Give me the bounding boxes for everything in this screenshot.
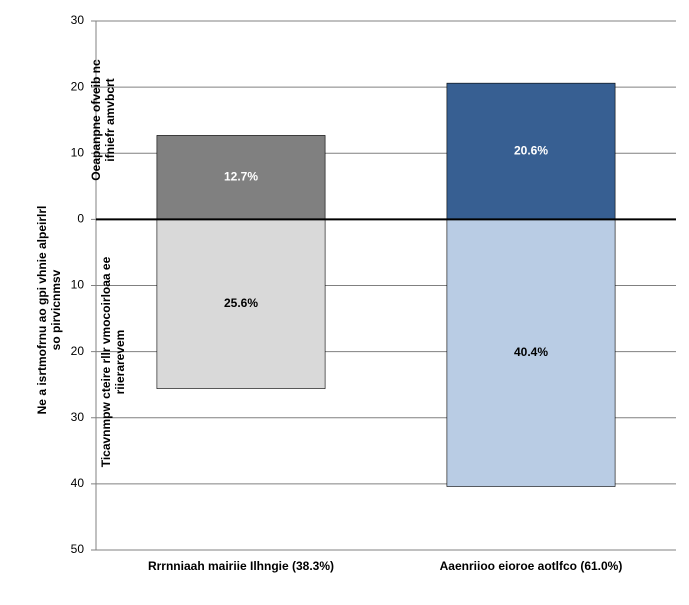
y-axis-title: so pirvicnmsv — [49, 269, 63, 350]
y-tick-label: 0 — [77, 212, 84, 226]
x-tick-label: Aaenriioo eioroe aotlfco (61.0%) — [440, 559, 623, 573]
value-label: 20.6% — [514, 143, 548, 157]
y-tick-label: 50 — [71, 542, 85, 556]
bar — [446, 82, 616, 220]
series-label: riierarevem — [113, 330, 127, 395]
bar — [156, 135, 326, 220]
bar — [156, 219, 326, 389]
y-tick-label: 20 — [71, 79, 85, 93]
series-label: Ticavnmpw cteire rllr vmocoirloaa ee — [99, 256, 113, 467]
x-tick-label: Rrrnniaah mairiie Ilhngie (38.3%) — [148, 559, 334, 573]
series-label: Oeapanpne ofveib nc — [89, 59, 103, 181]
y-tick-label: 40 — [71, 476, 85, 490]
series-label: ifniefr amvbcrt — [103, 78, 117, 161]
y-tick-label: 10 — [71, 145, 85, 159]
y-tick-label: 10 — [71, 278, 85, 292]
value-label: 12.7% — [224, 170, 258, 184]
y-tick-label: 20 — [71, 344, 85, 358]
value-label: 40.4% — [514, 345, 548, 359]
y-tick-label: 30 — [71, 410, 85, 424]
y-tick-label: 30 — [71, 13, 85, 27]
value-label: 25.6% — [224, 296, 258, 310]
y-axis-title: Ne a isrtmofrnu ao gpi vhnie alpeirlrl — [35, 206, 49, 415]
